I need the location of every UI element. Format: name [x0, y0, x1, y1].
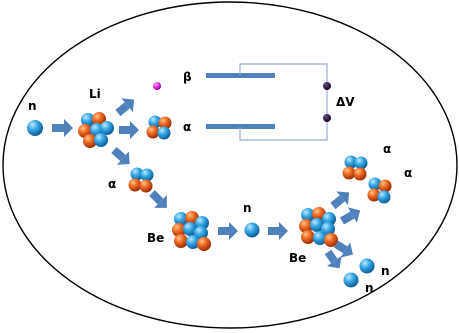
label-n-out-1: n — [381, 264, 390, 278]
beryllium-nucleus-left — [172, 211, 211, 251]
arrow-be-to-alpha-up — [330, 191, 350, 210]
beryllium-nucleus-right — [299, 207, 338, 247]
alpha-particle-out-1 — [342, 155, 368, 181]
neutron-mid — [244, 222, 260, 238]
label-alpha-top: α — [108, 177, 116, 191]
arrow-li-to-beta — [115, 98, 135, 117]
arrow-n-to-li — [52, 119, 73, 137]
label-be-right: Be — [289, 251, 306, 265]
arrow-be-to-n-down — [333, 240, 353, 258]
label-alpha-mid: α — [183, 120, 191, 134]
label-n-out-2: n — [365, 281, 374, 295]
label-n-in: n — [28, 99, 37, 113]
label-delta-v: ΔV — [336, 95, 355, 109]
label-be-left: Be — [147, 231, 164, 245]
arrow-be-to-alpha-right — [340, 207, 361, 225]
label-alpha-out-2: α — [404, 166, 412, 180]
label-beta: β — [183, 70, 192, 84]
arrow-li-to-alpha-lower — [111, 147, 130, 165]
label-alpha-out-1: α — [383, 142, 391, 156]
terminal-top — [323, 82, 331, 90]
neutron-out-1 — [359, 258, 375, 274]
beta-particle — [153, 82, 161, 90]
alpha-particle-mid — [146, 115, 172, 140]
circuit-wire — [239, 63, 328, 141]
arrow-li-to-alpha — [119, 121, 139, 139]
arrow-be-to-n-down-2 — [324, 249, 342, 269]
label-li: Li — [89, 87, 101, 101]
neutron-out-2 — [343, 272, 359, 288]
arrow-n-to-be — [268, 222, 288, 240]
boundary-ellipse — [2, 1, 458, 329]
upper-plate — [206, 73, 275, 78]
label-n-mid: n — [243, 201, 252, 215]
lower-plate — [206, 124, 275, 129]
alpha-particle-out-2 — [367, 177, 392, 204]
incoming-neutron — [27, 120, 43, 136]
lithium-nucleus — [78, 112, 114, 148]
alpha-particle-lower — [128, 167, 154, 193]
arrow-alpha-to-be — [149, 190, 167, 208]
arrow-be-to-n — [218, 222, 238, 240]
terminal-bottom — [323, 114, 331, 122]
